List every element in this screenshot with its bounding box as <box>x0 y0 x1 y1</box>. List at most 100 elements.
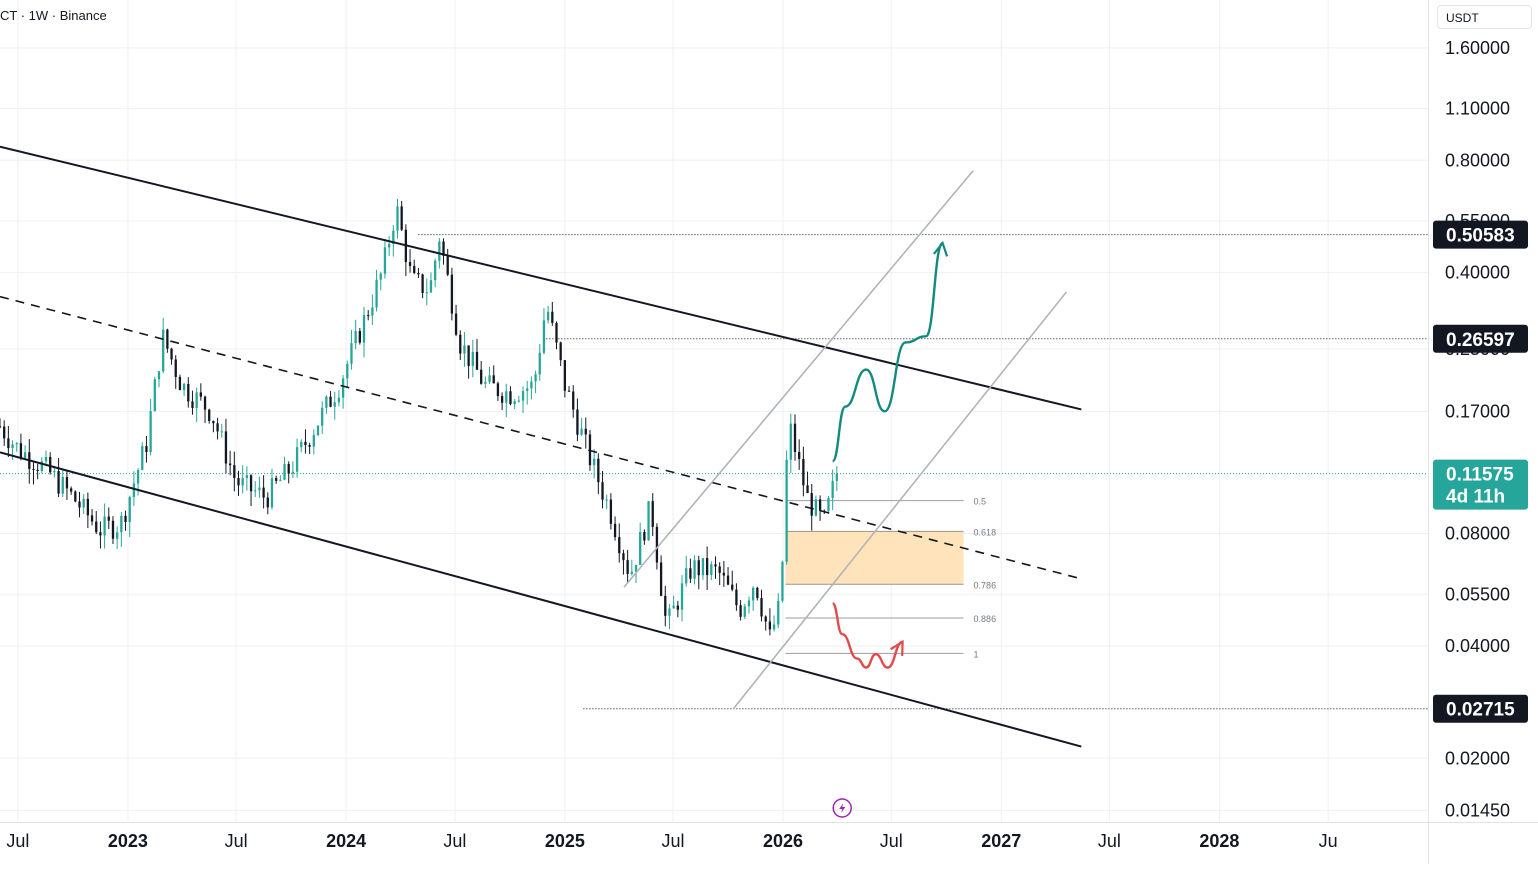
candle-body <box>162 329 165 372</box>
candle-body <box>576 409 579 435</box>
x-tick-label: 2026 <box>763 831 803 851</box>
candle-body <box>371 307 374 316</box>
candle-body <box>111 520 115 539</box>
candle-body <box>99 532 102 536</box>
candle-body <box>279 479 282 481</box>
candle-body <box>166 329 169 349</box>
candle-body <box>367 315 370 317</box>
channel-mid-line <box>0 295 1082 580</box>
candle-body <box>446 255 449 275</box>
candle-body <box>559 342 562 361</box>
candle-body <box>798 452 801 460</box>
candle-body <box>597 458 600 483</box>
candle-body <box>220 431 223 433</box>
x-tick-label: Jul <box>443 831 466 851</box>
x-tick-label: Jul <box>6 831 29 851</box>
candle-body <box>463 345 466 354</box>
candle-body <box>40 461 43 471</box>
candle-body <box>120 515 123 533</box>
candle-body <box>400 206 403 230</box>
candle-body <box>116 532 119 539</box>
candle-body <box>593 458 596 466</box>
candle-body <box>141 446 144 470</box>
level-price-tag <box>1433 220 1528 249</box>
y-tick-label: 0.02000 <box>1445 748 1510 768</box>
candle-body <box>408 262 412 266</box>
candle-body <box>480 369 483 384</box>
candle-body <box>90 515 94 522</box>
candle-body <box>630 571 633 574</box>
candle-body <box>735 589 738 606</box>
candle-body <box>726 575 730 585</box>
candle-body <box>237 477 240 486</box>
candle-body <box>199 392 202 397</box>
rising-channel-upper <box>623 170 974 588</box>
y-tick-label: 0.17000 <box>1445 401 1510 421</box>
candle-body <box>95 521 98 533</box>
candle-body <box>203 396 207 410</box>
candle-body <box>764 616 767 622</box>
candle-body <box>312 435 315 447</box>
candle-body <box>835 473 838 481</box>
x-tick-label: 2025 <box>545 831 585 851</box>
candle-body <box>697 560 700 576</box>
candle-body <box>216 423 219 432</box>
current-price-tag-text: 0.11575 <box>1446 465 1514 486</box>
level-price-tag-text: 0.26597 <box>1446 330 1515 351</box>
candles <box>0 198 838 636</box>
candle-body <box>685 568 688 584</box>
candle-body <box>555 322 558 343</box>
candle-body <box>69 488 73 492</box>
y-tick-label: 0.05500 <box>1445 584 1510 604</box>
zone-rect <box>785 530 964 586</box>
candle-body <box>731 584 734 590</box>
candle-body <box>233 465 236 478</box>
candle-body <box>333 402 336 407</box>
candle-body <box>379 273 382 280</box>
candle-body <box>346 363 349 379</box>
candle-body <box>170 348 173 360</box>
currency-selector[interactable]: USDT <box>1437 5 1532 29</box>
candle-body <box>254 490 257 492</box>
candle-body <box>36 469 39 471</box>
candle-body <box>308 445 311 447</box>
candle-body <box>492 375 495 384</box>
candle-body <box>659 562 663 596</box>
candle-body <box>191 401 194 408</box>
candle-body <box>57 470 60 494</box>
y-tick-label: 0.08000 <box>1445 524 1510 544</box>
candle-body <box>613 523 617 538</box>
y-tick-label: 0.04000 <box>1445 636 1510 656</box>
x-tick-label: Jul <box>1098 831 1121 851</box>
candle-body <box>718 566 721 573</box>
candle-body <box>551 311 554 323</box>
candle-body <box>49 456 52 473</box>
candle-body <box>417 272 420 275</box>
candle-body <box>450 274 454 314</box>
candle-body <box>605 499 608 501</box>
candle-body <box>521 391 525 401</box>
candle-body <box>789 423 792 460</box>
trend-lines <box>0 145 1082 748</box>
candle-body <box>530 381 533 389</box>
candle-body <box>241 478 244 486</box>
candle-body <box>802 459 805 486</box>
candle-body <box>413 265 416 273</box>
grid <box>0 0 1428 822</box>
candle-body <box>810 493 813 516</box>
candle-body <box>781 561 784 601</box>
candle-body <box>23 452 27 458</box>
candle-body <box>32 468 35 470</box>
candle-body <box>429 280 433 293</box>
x-tick-label: 2024 <box>326 831 366 851</box>
candle-body <box>467 345 470 366</box>
candle-body <box>65 477 69 489</box>
y-tick-label: 0.40000 <box>1445 263 1510 283</box>
candle-body <box>270 478 274 508</box>
candle-body <box>500 396 504 403</box>
candle-body <box>354 331 357 344</box>
candle-body <box>182 383 186 391</box>
candle-body <box>714 564 717 567</box>
